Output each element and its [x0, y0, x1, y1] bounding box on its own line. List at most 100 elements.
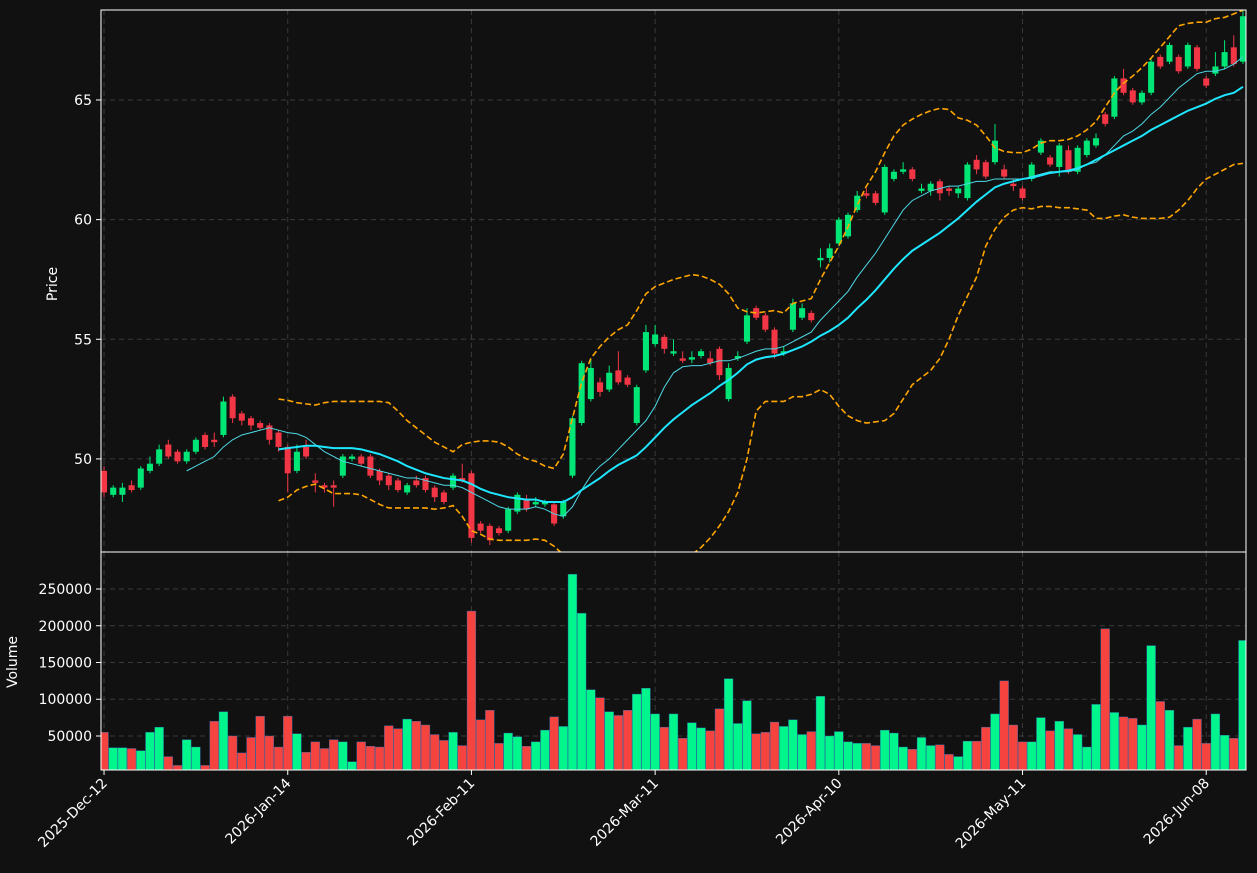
volume-bar: [595, 697, 605, 770]
volume-bar: [255, 715, 265, 770]
volume-bar: [411, 721, 421, 770]
candle-body: [1120, 78, 1127, 93]
y-tick-label: 100000: [39, 692, 92, 708]
candle-body: [523, 499, 530, 510]
candle-body: [404, 485, 411, 493]
candle-body: [1065, 150, 1072, 172]
candle-body: [505, 509, 512, 531]
candle-body: [174, 451, 181, 462]
candle-body: [587, 367, 594, 400]
volume-bar: [485, 710, 495, 770]
candle-body: [936, 181, 943, 194]
volume-bar: [145, 732, 155, 770]
volume-bar: [283, 715, 293, 770]
candle-body: [661, 336, 668, 349]
candle-body: [1037, 140, 1044, 153]
candle-body: [238, 413, 245, 421]
candle-body: [486, 525, 493, 541]
volume-bar: [1201, 743, 1211, 770]
candle-body: [385, 475, 392, 486]
volume-bar: [981, 726, 991, 770]
volume-bar: [191, 746, 201, 770]
volume-bar: [1118, 716, 1129, 770]
y-tick-label: 200000: [39, 619, 92, 635]
volume-bar: [466, 610, 477, 770]
candle-body: [854, 195, 861, 211]
volume-bar: [126, 748, 137, 770]
volume-bar: [503, 732, 513, 770]
volume-bar: [439, 740, 449, 770]
candle-body: [973, 159, 980, 170]
candle-body: [541, 501, 548, 505]
volume-bar: [494, 743, 504, 770]
volume-bar: [1054, 721, 1064, 770]
candle-body: [211, 439, 218, 443]
volume-bar: [990, 713, 1000, 770]
candle-body: [743, 315, 751, 342]
candle-body: [734, 356, 741, 359]
candle-body: [183, 451, 190, 462]
candle-body: [101, 470, 108, 493]
volume-bar: [218, 711, 229, 770]
volume-bar: [825, 735, 835, 770]
volume-bar: [457, 745, 467, 770]
volume-bar: [834, 731, 844, 770]
candle-body: [725, 367, 732, 400]
candle-body: [128, 485, 135, 491]
volume-bar: [696, 727, 706, 770]
candle-body: [1148, 61, 1155, 93]
volume-bar: [1017, 741, 1028, 770]
candle-body: [596, 382, 604, 392]
candle-body: [229, 396, 236, 419]
candle-body: [1239, 16, 1246, 62]
volume-bar: [329, 739, 339, 770]
volume-bar: [200, 765, 210, 770]
candle-body: [946, 188, 953, 191]
volume-bar: [549, 716, 559, 770]
candle-body: [1074, 147, 1081, 172]
candle-body: [330, 485, 337, 488]
volume-bar: [1146, 645, 1156, 770]
volume-bar: [420, 724, 431, 770]
volume-bar: [393, 728, 403, 770]
candle-body: [642, 332, 649, 371]
volume-bar: [1137, 724, 1147, 770]
volume-bar: [209, 721, 219, 770]
volume-bar: [687, 722, 697, 770]
candle-body: [202, 434, 209, 447]
candle-body: [698, 351, 705, 357]
volume-bar: [1229, 737, 1239, 770]
candle-body: [165, 444, 172, 457]
volume-bar: [402, 718, 412, 770]
volume-bar: [898, 746, 908, 770]
volume-bar: [558, 726, 568, 770]
overlay-line: [278, 10, 1244, 470]
candle-body: [808, 312, 815, 321]
volume-bar: [531, 741, 541, 770]
volume-bar: [292, 733, 302, 770]
volume-bar: [1128, 718, 1138, 770]
volume-bar: [246, 737, 256, 770]
volume-bar: [1192, 718, 1202, 770]
candle-body: [156, 449, 163, 464]
volume-bar: [760, 732, 770, 770]
candle-body: [321, 485, 328, 488]
volume-bar: [1100, 628, 1110, 770]
candle-body: [450, 475, 457, 488]
volume-bar: [613, 715, 623, 770]
volume-bar: [852, 743, 862, 770]
overlay-line: [278, 162, 1244, 552]
candle-body: [532, 501, 539, 505]
volume-bar: [806, 731, 816, 770]
volume-bar: [751, 733, 761, 770]
volume-bar: [521, 746, 532, 770]
candle-body: [927, 183, 934, 191]
volume-bar: [512, 736, 522, 770]
volume-bar: [237, 752, 247, 770]
candle-body: [1129, 90, 1136, 103]
candle-body: [284, 446, 291, 474]
y-tick-label: 250000: [39, 582, 92, 598]
volume-bar: [264, 735, 274, 770]
volume-bar: [604, 711, 614, 770]
